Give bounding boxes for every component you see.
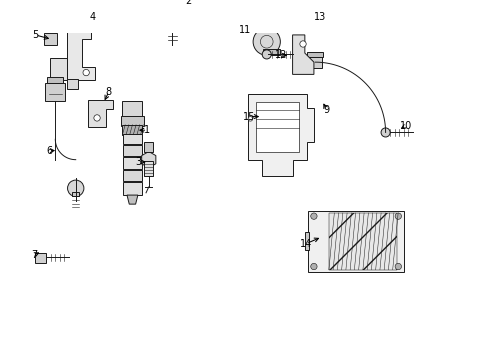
Bar [123, 183, 141, 195]
Polygon shape [247, 94, 313, 176]
Bar [144, 161, 153, 176]
Bar [47, 77, 63, 84]
Text: 8: 8 [105, 87, 112, 96]
Bar [66, 79, 78, 89]
Text: 6: 6 [46, 145, 52, 156]
Text: 15: 15 [243, 112, 255, 122]
Bar [123, 157, 141, 169]
Polygon shape [127, 195, 138, 204]
Polygon shape [255, 102, 299, 152]
Bar [121, 116, 144, 126]
Circle shape [310, 264, 316, 270]
Polygon shape [88, 100, 113, 127]
Bar [166, 9, 178, 18]
Bar [44, 33, 57, 45]
Bar [328, 213, 396, 270]
Circle shape [67, 180, 84, 197]
Text: 1: 1 [144, 125, 150, 135]
Bar [144, 143, 153, 152]
Circle shape [262, 50, 271, 59]
Circle shape [247, 117, 252, 121]
Bar [308, 57, 322, 68]
Circle shape [310, 213, 316, 219]
Circle shape [94, 115, 100, 121]
Bar [35, 253, 46, 263]
Circle shape [394, 213, 401, 219]
Text: 10: 10 [399, 121, 411, 131]
Text: 5: 5 [32, 30, 39, 40]
Polygon shape [142, 152, 156, 168]
Circle shape [299, 41, 305, 47]
Text: 2: 2 [185, 0, 191, 6]
Text: 14: 14 [300, 239, 312, 249]
Bar [261, 19, 272, 28]
Bar [306, 52, 323, 57]
Circle shape [394, 264, 401, 270]
Bar [263, 49, 280, 55]
Circle shape [83, 69, 89, 76]
Bar [304, 232, 309, 251]
Circle shape [253, 28, 280, 55]
Text: 13: 13 [313, 12, 325, 22]
Bar [78, 10, 90, 14]
Bar [308, 211, 403, 272]
Bar [123, 145, 141, 156]
Text: 11: 11 [238, 25, 250, 35]
Text: 4: 4 [90, 12, 96, 22]
Bar [77, 14, 91, 27]
Bar [45, 84, 65, 101]
Bar [122, 125, 142, 135]
Bar [123, 170, 141, 181]
Text: 7: 7 [31, 250, 37, 260]
Bar [123, 134, 141, 144]
Bar [72, 192, 79, 197]
Polygon shape [292, 35, 313, 75]
Text: 12: 12 [274, 50, 287, 60]
Bar [122, 101, 142, 117]
Circle shape [380, 128, 389, 137]
Text: 9: 9 [323, 105, 329, 115]
Polygon shape [50, 58, 66, 80]
Polygon shape [66, 28, 95, 80]
Text: 3: 3 [135, 157, 141, 167]
